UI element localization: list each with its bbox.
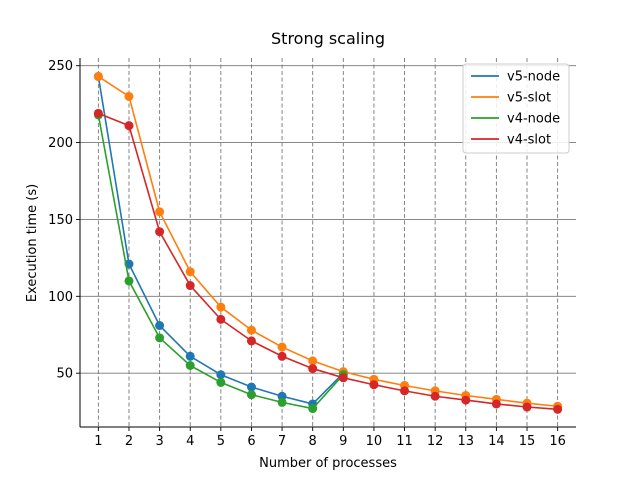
legend-entry: v5-slot — [507, 91, 551, 106]
data-point — [155, 207, 165, 217]
data-point — [277, 342, 287, 352]
data-point — [155, 227, 165, 237]
x-tick-label: 8 — [309, 434, 317, 449]
data-point — [277, 351, 287, 361]
legend-box — [462, 63, 570, 154]
x-tick-label: 4 — [186, 434, 194, 449]
series-layer — [93, 71, 563, 414]
data-point — [124, 121, 134, 131]
y-axis-label: Execution time (s) — [25, 184, 40, 302]
y-ticks: 50 100 150 200 250 — [48, 59, 80, 382]
legend: v5-node v5-slot v4-node v4-slot — [462, 63, 570, 154]
x-tick-label: 16 — [549, 434, 566, 449]
x-ticks: 1 2 3 4 5 6 7 8 9 10 11 12 13 14 15 16 — [94, 427, 566, 449]
data-point — [246, 325, 256, 335]
x-tick-label: 14 — [488, 434, 505, 449]
data-point — [308, 404, 318, 414]
x-tick-label: 7 — [278, 434, 286, 449]
x-tick-label: 3 — [155, 434, 163, 449]
data-point — [216, 302, 226, 312]
data-point — [124, 276, 134, 286]
data-point — [124, 91, 134, 101]
x-tick-label: 12 — [427, 434, 444, 449]
series-v4-slot — [93, 108, 563, 414]
x-tick-label: 1 — [94, 434, 102, 449]
data-point — [338, 373, 348, 383]
data-point — [246, 336, 256, 346]
series-line — [98, 112, 558, 411]
y-tick-label: 150 — [48, 213, 73, 228]
series-line — [97, 75, 558, 408]
data-point — [155, 333, 165, 343]
axes — [79, 58, 576, 428]
x-tick-label: 13 — [458, 434, 475, 449]
data-point — [308, 364, 318, 374]
x-tick-label: 10 — [366, 434, 383, 449]
data-point — [185, 267, 195, 277]
data-point — [185, 351, 195, 361]
y-tick-label: 250 — [48, 59, 73, 74]
legend-entry: v4-slot — [507, 133, 551, 148]
x-tick-label: 9 — [339, 434, 347, 449]
data-point — [216, 370, 226, 380]
data-point — [277, 397, 287, 407]
legend-entry: v4-node — [507, 112, 560, 127]
data-point — [246, 390, 256, 400]
y-tick-label: 50 — [56, 367, 73, 382]
data-point — [522, 402, 532, 412]
data-point — [93, 71, 103, 81]
legend-entry: v5-node — [507, 70, 560, 85]
data-point — [185, 281, 195, 291]
data-point — [246, 382, 256, 392]
data-point — [461, 395, 471, 405]
data-point — [155, 321, 165, 331]
data-point — [216, 377, 226, 387]
x-tick-label: 5 — [217, 434, 225, 449]
data-point — [553, 404, 563, 414]
x-tick-label: 15 — [519, 434, 536, 449]
data-point — [369, 380, 379, 390]
data-point — [491, 399, 501, 409]
data-point — [308, 356, 318, 366]
data-point — [277, 391, 287, 401]
data-point — [430, 391, 440, 401]
chart-title: Strong scaling — [271, 29, 385, 48]
data-point — [400, 386, 410, 396]
data-point — [216, 314, 226, 324]
x-tick-label: 2 — [125, 434, 133, 449]
x-tick-label: 11 — [396, 434, 413, 449]
y-tick-label: 100 — [48, 290, 73, 305]
x-tick-label: 6 — [247, 434, 255, 449]
data-point — [93, 108, 103, 118]
x-axis-label: Number of processes — [259, 456, 397, 471]
data-point — [185, 361, 195, 370]
y-tick-label: 200 — [48, 136, 73, 151]
